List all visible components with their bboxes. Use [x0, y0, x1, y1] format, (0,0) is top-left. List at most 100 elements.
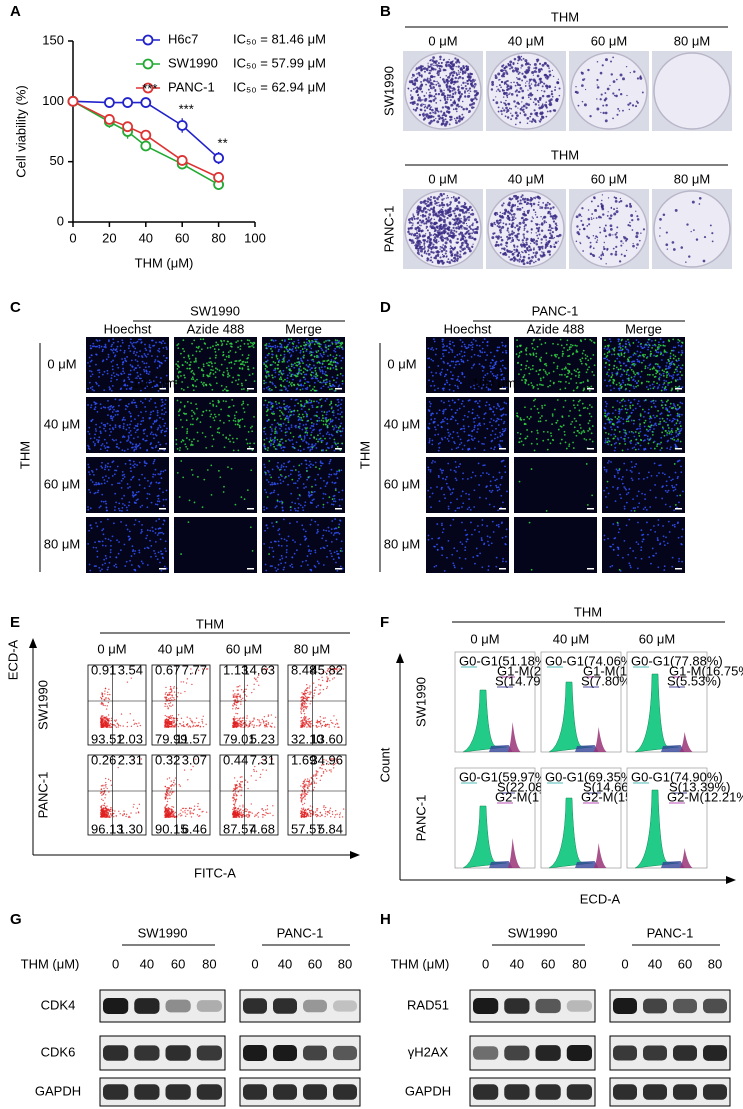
- colony: [553, 109, 557, 112]
- cell: [268, 460, 271, 462]
- cell: [241, 403, 243, 406]
- cell: [452, 389, 455, 392]
- cell: [309, 448, 312, 451]
- cell: [328, 380, 331, 383]
- cell: [134, 354, 137, 356]
- cell: [271, 423, 274, 426]
- cell: [105, 557, 108, 560]
- cell: [333, 473, 336, 475]
- cell: [98, 344, 101, 347]
- cell: [148, 370, 151, 373]
- x-tick-label: 20: [102, 230, 116, 245]
- colony: [445, 250, 448, 253]
- cell: [270, 345, 273, 348]
- colony: [430, 195, 433, 199]
- cell: [280, 411, 283, 414]
- colony: [671, 241, 675, 244]
- cell: [273, 412, 276, 415]
- cell: [314, 389, 317, 392]
- cell: [202, 369, 204, 372]
- cell: [320, 410, 323, 413]
- colony: [416, 230, 418, 232]
- cell: [300, 404, 303, 407]
- cell: [88, 426, 91, 429]
- colony: [436, 120, 440, 124]
- cell: [95, 363, 97, 366]
- cell: [96, 555, 99, 558]
- cell: [123, 436, 126, 438]
- cell: [122, 502, 124, 505]
- colony: [417, 211, 420, 214]
- cell: [241, 367, 244, 370]
- cell: [249, 526, 252, 529]
- cell: [124, 565, 127, 567]
- cell: [182, 389, 185, 391]
- cell: [443, 387, 445, 390]
- cell: [315, 338, 318, 341]
- cell: [113, 509, 116, 511]
- cell: [322, 423, 325, 426]
- colony: [433, 95, 436, 98]
- cell: [146, 529, 149, 532]
- cell: [308, 464, 311, 467]
- cell: [90, 354, 93, 357]
- colony: [425, 78, 429, 82]
- cell: [301, 388, 304, 390]
- colony: [434, 90, 437, 93]
- cell: [105, 502, 108, 505]
- colony: [548, 73, 552, 77]
- colony: [545, 239, 547, 241]
- cell: [123, 449, 126, 452]
- cell: [191, 354, 194, 357]
- colony: [494, 76, 498, 80]
- cell: [145, 362, 148, 365]
- cell: [139, 400, 142, 403]
- colony: [468, 87, 472, 90]
- cell: [119, 424, 121, 427]
- colony: [554, 222, 558, 225]
- cell: [218, 413, 220, 416]
- colony: [443, 81, 446, 84]
- cell: [89, 437, 92, 440]
- cell: [200, 381, 203, 384]
- cell: [292, 443, 294, 446]
- colony: [442, 261, 445, 265]
- cell: [441, 368, 444, 371]
- colony: [527, 103, 531, 107]
- cell: [332, 534, 335, 536]
- cell: [270, 389, 273, 391]
- cell: [329, 460, 331, 463]
- colony: [471, 223, 474, 227]
- cell: [191, 384, 194, 386]
- colony: [604, 224, 607, 227]
- colony: [449, 262, 452, 264]
- colony: [449, 245, 452, 248]
- colony: [533, 241, 536, 244]
- colony: [430, 106, 433, 108]
- cell: [296, 387, 299, 390]
- colony: [501, 212, 504, 215]
- cell: [163, 565, 166, 568]
- cell: [230, 467, 233, 470]
- cell: [206, 469, 209, 471]
- colony: [462, 205, 465, 208]
- cell: [154, 468, 157, 471]
- colony: [626, 94, 628, 97]
- cell: [127, 403, 130, 405]
- cell: [227, 466, 229, 469]
- cell: [302, 424, 305, 426]
- colony: [461, 244, 464, 247]
- colony: [501, 113, 503, 115]
- colony: [446, 228, 449, 230]
- colony: [494, 214, 497, 216]
- cell: [274, 344, 277, 347]
- cell: [104, 343, 107, 346]
- colony: [616, 207, 618, 210]
- cell: [336, 553, 339, 555]
- cell: [269, 408, 272, 411]
- colony: [625, 66, 628, 68]
- cell: [304, 343, 307, 346]
- colony: [613, 212, 617, 216]
- colony: [605, 104, 608, 107]
- cell: [89, 360, 92, 363]
